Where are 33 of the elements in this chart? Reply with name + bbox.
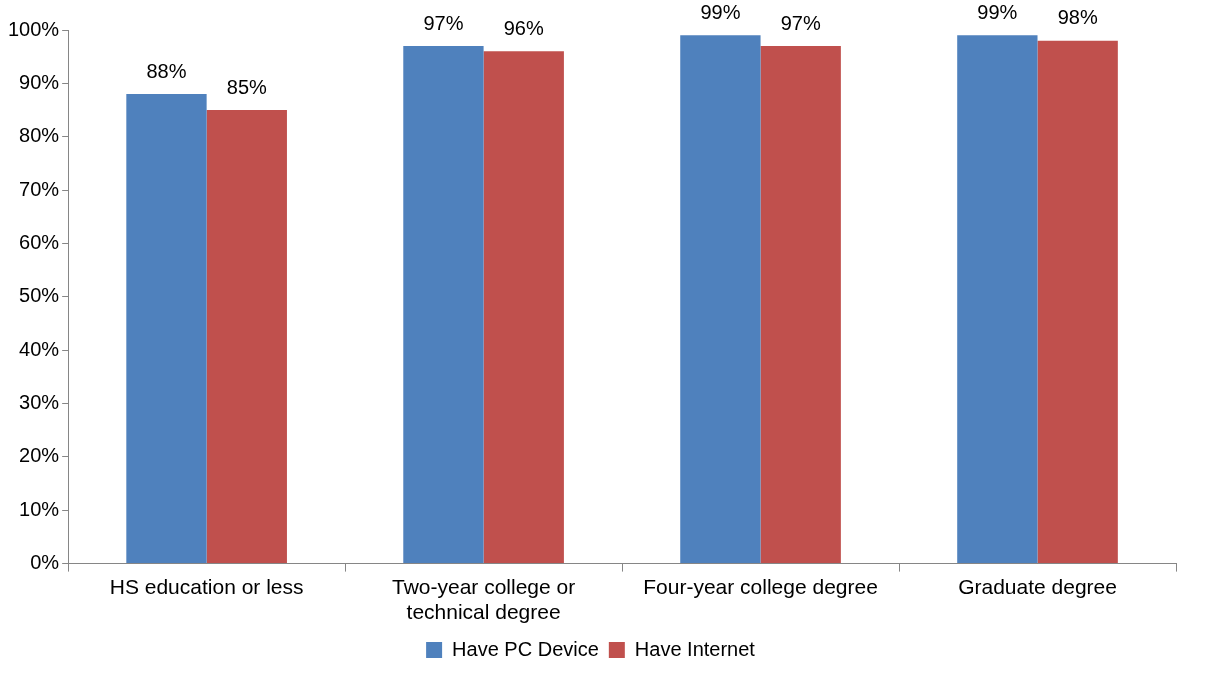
y-tick-label: 10% xyxy=(19,497,60,520)
bar xyxy=(760,46,841,564)
bar xyxy=(126,94,207,564)
bar xyxy=(680,35,761,564)
data-label: 97% xyxy=(780,11,821,34)
y-tick-label: 0% xyxy=(30,551,60,574)
x-tick-label: Graduate degree xyxy=(958,575,1117,598)
bar xyxy=(957,35,1038,564)
data-label: 99% xyxy=(977,0,1018,23)
legend-label: Have PC Device xyxy=(452,637,599,660)
data-label: 99% xyxy=(700,0,741,23)
y-tick-label: 90% xyxy=(19,70,60,93)
data-label: 85% xyxy=(226,75,268,98)
y-tick-label: 70% xyxy=(19,177,60,200)
y-tick-label: 80% xyxy=(19,124,60,147)
y-tick-label: 20% xyxy=(19,444,60,467)
legend-label: Have Internet xyxy=(634,637,756,660)
y-tick-label: 60% xyxy=(19,230,60,253)
x-tick-label: HS education or less xyxy=(109,575,304,598)
x-tick-label: Two-year college or technical degree xyxy=(391,575,576,624)
data-label: 88% xyxy=(146,59,187,82)
bar xyxy=(403,46,484,564)
bar xyxy=(206,110,287,564)
bar xyxy=(483,51,564,564)
x-tick-label: Four-year college degree xyxy=(643,575,878,598)
y-tick-label: 50% xyxy=(19,284,60,307)
y-tick-label: 40% xyxy=(19,337,60,360)
bar xyxy=(1037,40,1118,564)
data-label: 97% xyxy=(423,11,464,34)
data-label: 98% xyxy=(1057,6,1098,29)
data-label: 96% xyxy=(503,16,544,39)
y-tick-label: 30% xyxy=(19,391,60,414)
y-tick-label: 100% xyxy=(8,17,60,40)
